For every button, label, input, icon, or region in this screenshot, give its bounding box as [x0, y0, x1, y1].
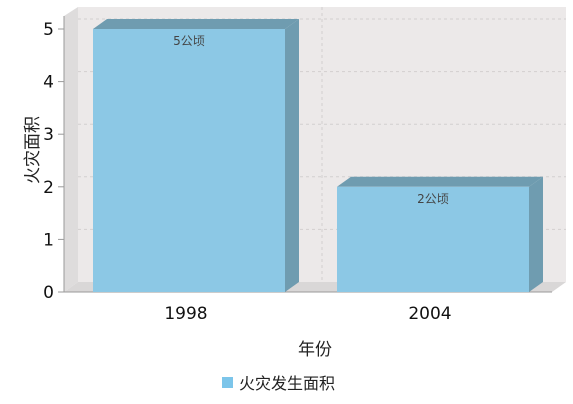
bar-top	[93, 19, 299, 29]
x-tick-label: 2004	[408, 304, 451, 324]
y-tick-labels: 0 1 2 3 4 5	[43, 20, 64, 303]
y-axis-title: 火灾面积	[23, 116, 43, 184]
x-tick-labels: 1998 2004	[164, 304, 451, 324]
legend-swatch	[222, 377, 233, 388]
bar-data-label: 2公顷	[417, 192, 449, 206]
bar-side	[285, 19, 299, 292]
bar-side	[529, 177, 543, 292]
bar-data-label: 5公顷	[173, 34, 205, 48]
bar: 5公顷	[93, 19, 299, 292]
legend-label: 火灾发生面积	[239, 374, 335, 393]
y-tick-label: 3	[43, 125, 54, 145]
y-tick-label: 5	[43, 20, 54, 40]
y-tick-label: 4	[43, 73, 54, 93]
y-tick-label: 0	[43, 283, 54, 303]
y-tick-label: 1	[43, 230, 54, 250]
bar: 2公顷	[337, 177, 543, 292]
bar-front	[93, 29, 285, 292]
plot-left-wall	[64, 7, 78, 292]
x-tick-label: 1998	[164, 304, 207, 324]
x-axis-title: 年份	[298, 340, 332, 360]
legend: 火灾发生面积	[222, 374, 335, 393]
bar-top	[337, 177, 543, 187]
y-tick-label: 2	[43, 178, 54, 198]
